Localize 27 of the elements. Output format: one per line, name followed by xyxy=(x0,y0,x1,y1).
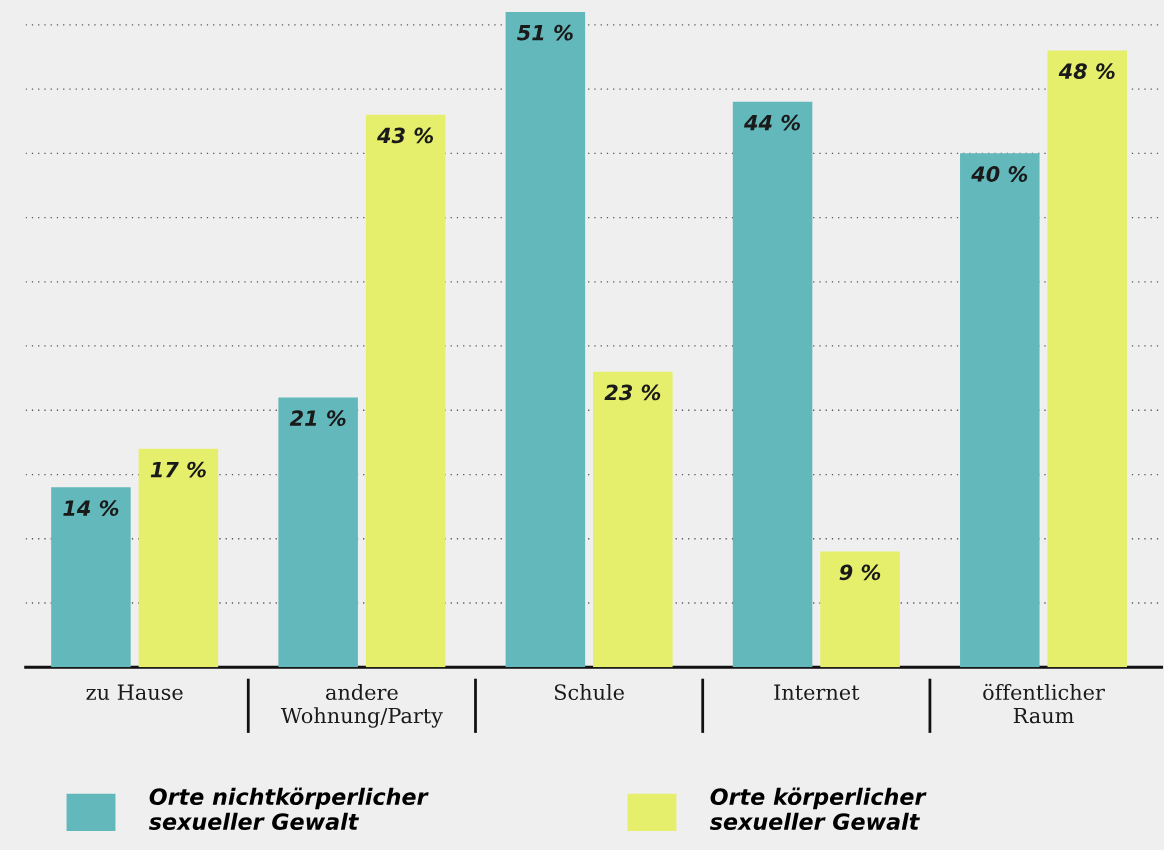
data-label: 40 % xyxy=(971,166,1028,182)
bar xyxy=(278,397,358,668)
bar xyxy=(505,11,586,668)
bar xyxy=(960,153,1040,668)
data-label: 51 % xyxy=(517,24,573,41)
bar xyxy=(593,371,673,668)
data-label: 43 % xyxy=(377,127,434,144)
legend-label: Orte körperlicher sexueller Gewalt xyxy=(709,787,927,830)
bar xyxy=(365,114,446,668)
data-label: 48 % xyxy=(1058,63,1115,80)
data-label: 23 % xyxy=(604,384,661,401)
data-label: 21 % xyxy=(289,410,346,427)
bar xyxy=(820,551,900,668)
bar xyxy=(138,448,219,668)
data-label: 17 % xyxy=(150,461,206,478)
bar xyxy=(1047,50,1128,668)
x-tick-label: Internet xyxy=(774,684,860,701)
bar xyxy=(51,487,131,668)
data-label: 44 % xyxy=(743,114,800,131)
x-tick-label: zu Hause xyxy=(86,684,183,701)
legend-label: Orte nichtkörperlicher sexueller Gewalt xyxy=(149,787,429,830)
data-label: 14 % xyxy=(63,500,119,516)
data-label: 9 % xyxy=(839,564,881,581)
x-tick-label: öffentlicher Raum xyxy=(983,683,1105,724)
x-tick-label: Schule xyxy=(554,683,624,701)
x-tick-label: andere Wohnung/Party xyxy=(280,683,443,728)
bar xyxy=(732,101,813,668)
